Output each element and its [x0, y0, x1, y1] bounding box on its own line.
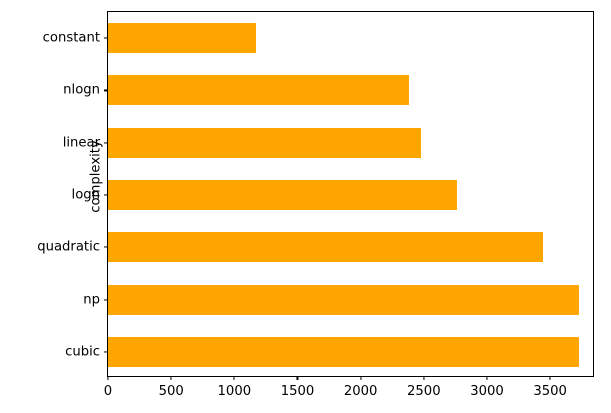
x-tick-label-3500: 3500	[533, 384, 567, 399]
y-tick-mark-constant	[103, 37, 108, 39]
y-tick-mark-np	[103, 299, 108, 301]
y-tick-label-linear: linear	[62, 135, 100, 151]
x-tick-label-500: 500	[158, 384, 184, 399]
x-tick-mark-0	[107, 376, 109, 381]
bar-cubic	[108, 336, 580, 367]
y-tick-label-quadratic: quadratic	[37, 239, 100, 255]
y-tick-label-cubic: cubic	[65, 344, 100, 360]
bar-linear	[108, 127, 422, 158]
x-tick-label-3000: 3000	[470, 384, 504, 399]
x-tick-mark-3000	[486, 376, 488, 381]
y-tick-label-logn: logn	[71, 187, 100, 203]
plot-area	[108, 12, 593, 376]
y-axis-label: complexity	[88, 140, 104, 213]
bar-logn	[108, 180, 457, 210]
x-tick-mark-500	[170, 376, 172, 381]
y-tick-mark-cubic	[103, 351, 108, 353]
y-tick-label-np: np	[83, 292, 100, 308]
bar-nlogn	[108, 75, 409, 106]
y-tick-mark-nlogn	[103, 89, 108, 91]
x-tick-mark-2000	[360, 376, 362, 381]
y-tick-mark-linear	[103, 142, 108, 144]
x-tick-mark-3500	[549, 376, 551, 381]
x-tick-mark-1000	[233, 376, 235, 381]
x-tick-label-1000: 1000	[217, 384, 252, 399]
chart-axes: complexity constant nlogn linear logn quadra…	[37, 11, 594, 399]
x-tick-mark-2500	[423, 376, 425, 381]
x-tick-mark-1500	[296, 376, 299, 381]
x-tick-label-2500: 2500	[407, 384, 441, 399]
y-tick-mark-quadratic	[103, 246, 108, 248]
x-tick-label-0: 0	[103, 384, 113, 399]
x-tick-label-1500: 1500	[280, 384, 315, 399]
y-tick-label-nlogn: nlogn	[63, 82, 100, 98]
bar-constant	[108, 23, 256, 54]
y-tick-label-constant: constant	[42, 30, 100, 46]
y-tick-mark-logn	[103, 194, 108, 196]
bar-quadratic	[108, 232, 543, 263]
x-tick-label-2000: 2000	[343, 384, 378, 399]
bar-np	[108, 284, 580, 315]
